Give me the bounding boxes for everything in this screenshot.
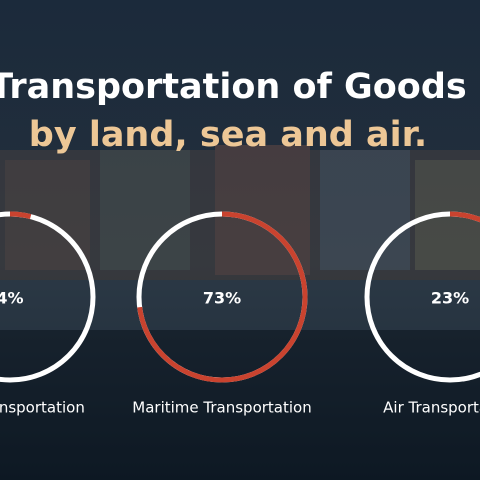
- container-ship: [0, 145, 480, 480]
- gauge-value-label: 73%: [203, 289, 241, 308]
- gauge-category-label: Maritime Transportation: [132, 399, 311, 417]
- gauge-arc: [0, 211, 96, 383]
- gauge-category-label: Air Transportation: [383, 399, 480, 417]
- gauge-value-label: 23%: [431, 289, 469, 308]
- gauge-category-label: Land Transportation: [0, 399, 85, 417]
- title: Transportation of Goods: [0, 67, 467, 107]
- gauge-value-label: 4%: [0, 289, 24, 308]
- gauge-arc: [364, 211, 480, 383]
- subtitle: by land, sea and air.: [29, 115, 427, 155]
- gauge-arc: [136, 211, 308, 383]
